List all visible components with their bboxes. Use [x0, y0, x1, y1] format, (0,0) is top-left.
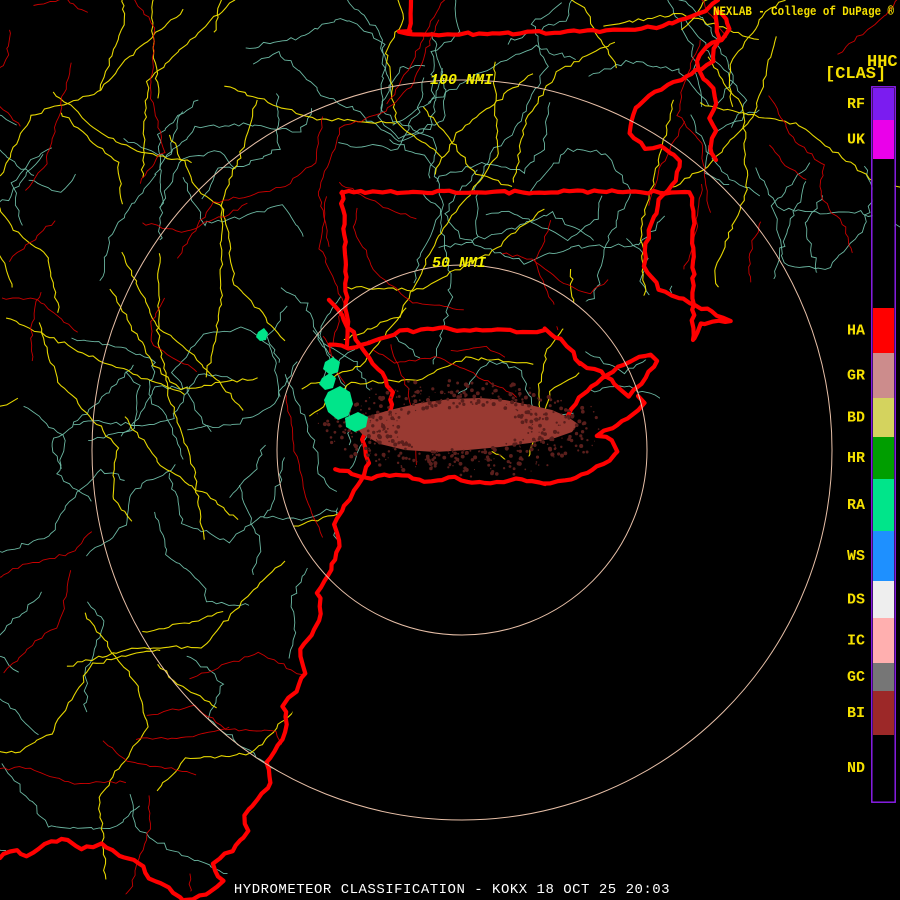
svg-text:HA: HA	[847, 323, 865, 340]
svg-text:ND: ND	[847, 760, 865, 777]
svg-text:BI: BI	[847, 705, 865, 722]
svg-text:50 NMI: 50 NMI	[432, 255, 487, 272]
svg-text:RA: RA	[847, 497, 865, 514]
svg-text:HR: HR	[847, 450, 865, 467]
svg-text:UK: UK	[847, 132, 865, 149]
svg-text:NEXLAB - College of DuPage ®: NEXLAB - College of DuPage ®	[713, 4, 894, 19]
svg-text:HYDROMETEOR CLASSIFICATION - K: HYDROMETEOR CLASSIFICATION - KOKX 18 OCT…	[234, 882, 670, 898]
svg-text:GR: GR	[847, 368, 865, 385]
svg-text:DS: DS	[847, 592, 865, 609]
svg-text:IC: IC	[847, 633, 865, 650]
svg-text:WS: WS	[847, 548, 865, 565]
svg-text:RF: RF	[847, 96, 865, 113]
svg-text:[CLAS]: [CLAS]	[825, 65, 886, 84]
svg-text:BD: BD	[847, 410, 865, 427]
svg-text:100 NMI: 100 NMI	[430, 72, 494, 89]
svg-text:GC: GC	[847, 669, 865, 686]
